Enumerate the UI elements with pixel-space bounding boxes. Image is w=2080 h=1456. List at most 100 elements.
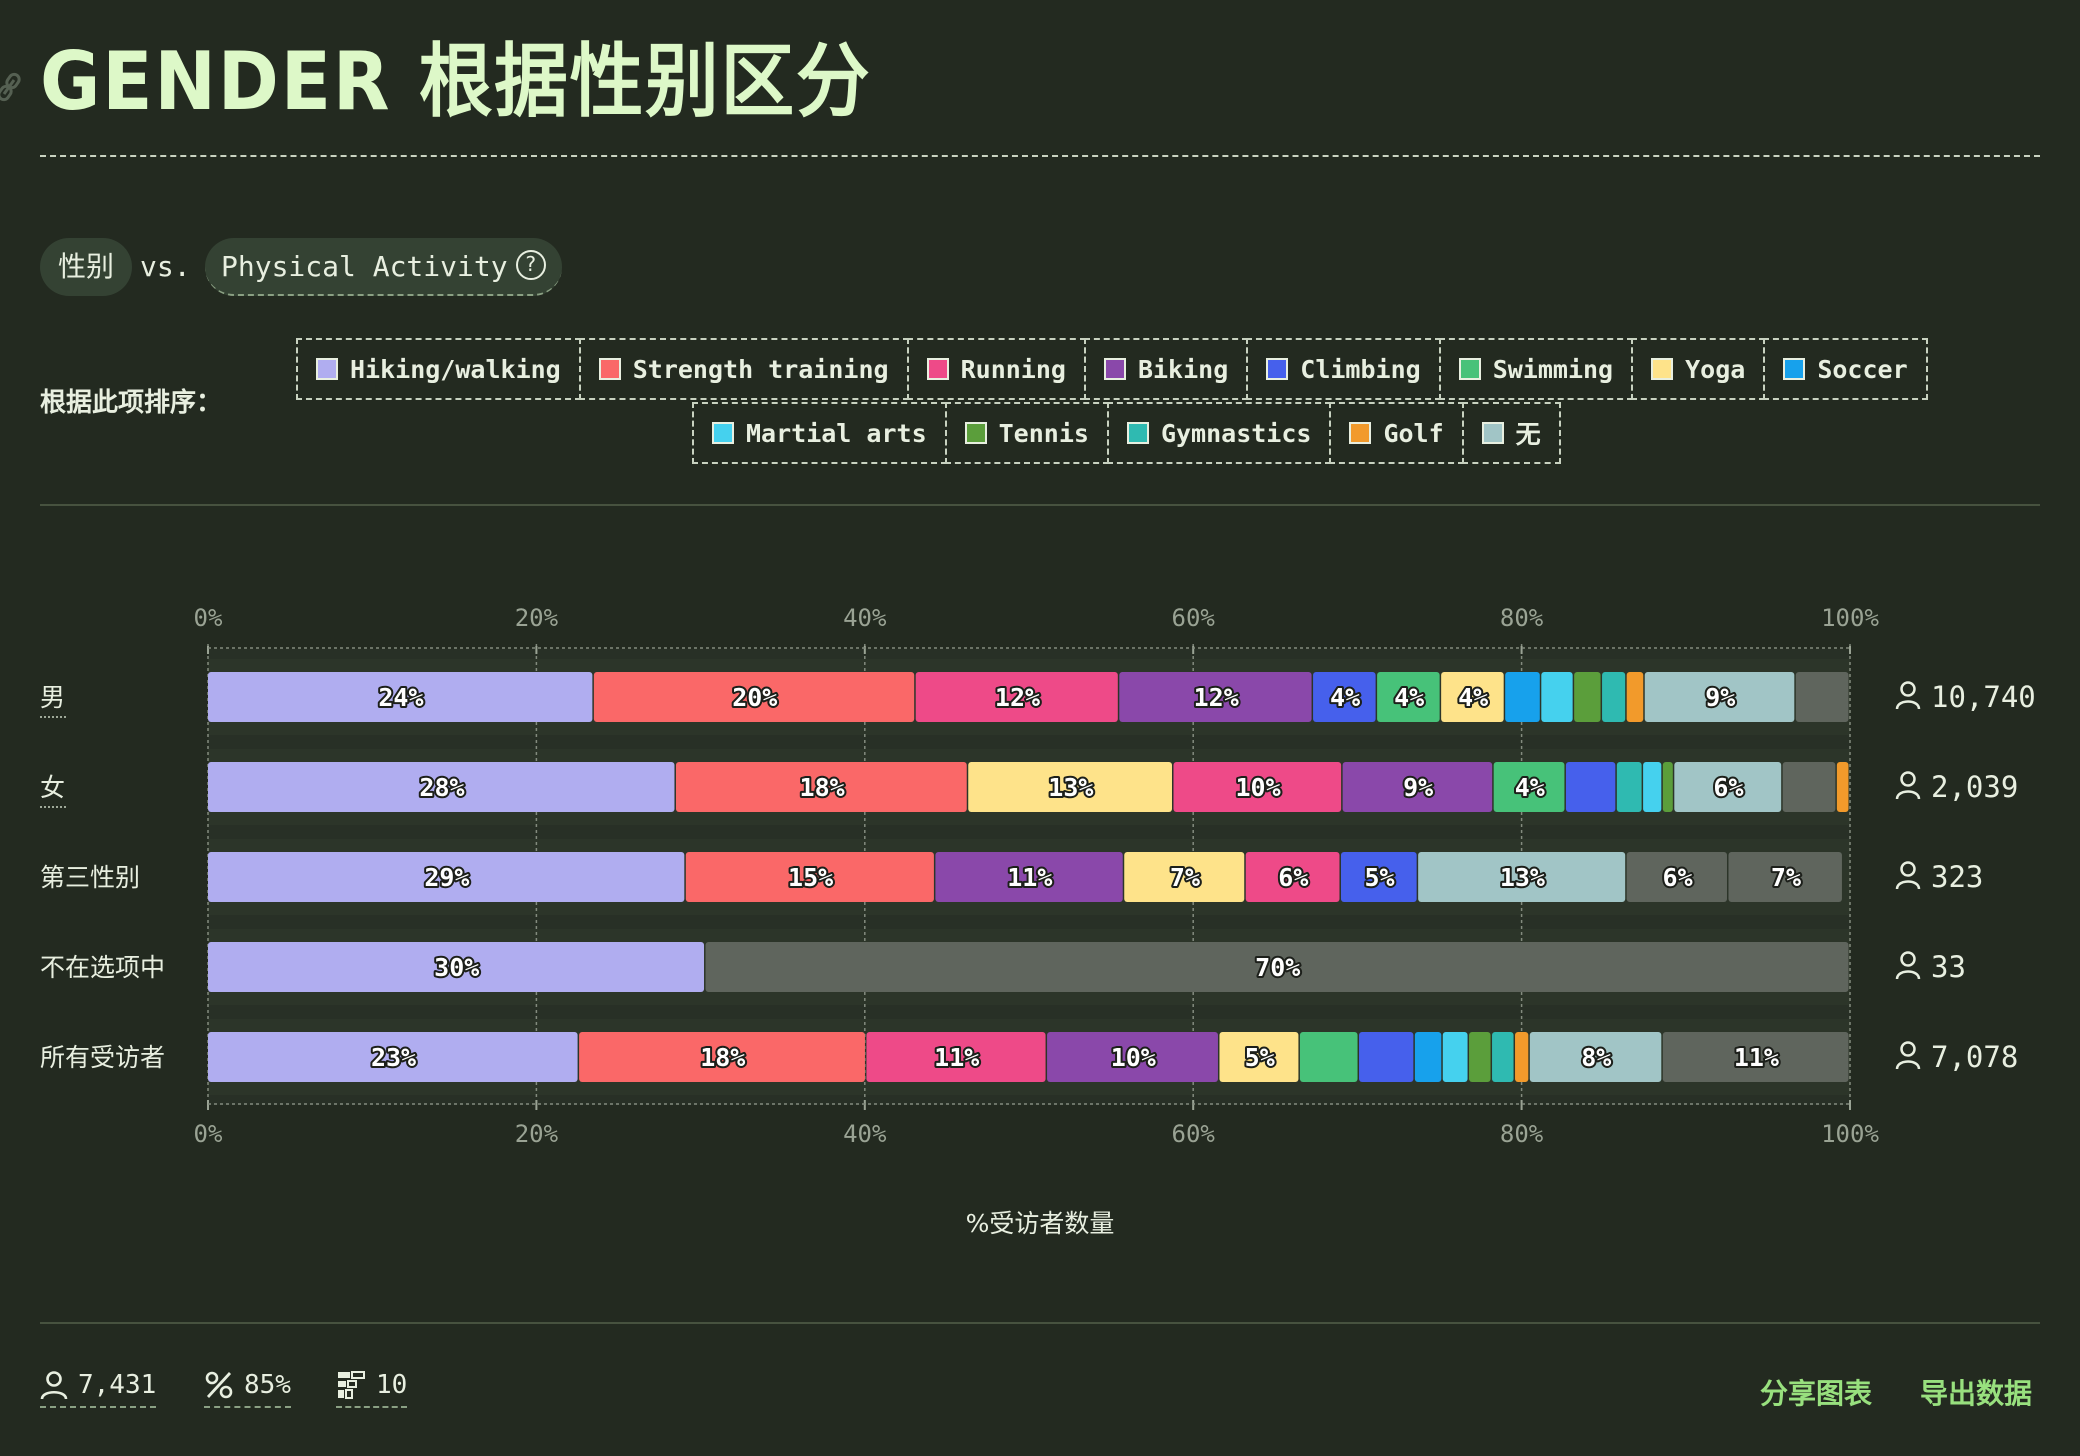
bar-segment: [1219, 1032, 1299, 1082]
data-label: 4%: [1394, 683, 1424, 712]
tick-label: 100%: [1821, 1120, 1879, 1148]
data-label: 11%: [934, 1043, 979, 1072]
person-icon: [1895, 771, 1921, 800]
bar-segment: [1626, 672, 1644, 722]
legend-item[interactable]: Martial arts: [692, 402, 947, 464]
bar-segment: [1340, 852, 1417, 902]
bar-segment: [208, 672, 593, 722]
tick-label: 0%: [194, 1120, 223, 1148]
legend-label: Gymnastics: [1160, 418, 1312, 448]
bar-segment: [935, 852, 1123, 902]
bar-segment: [208, 1032, 578, 1082]
tick-label: 80%: [1500, 604, 1544, 632]
legend-item[interactable]: Yoga: [1631, 338, 1766, 400]
person-icon: [1895, 861, 1921, 890]
data-label: 10%: [1235, 773, 1280, 802]
bar-segment: [1418, 852, 1626, 902]
legend-label: Strength training: [632, 354, 889, 384]
percent-stat[interactable]: 85%: [204, 1370, 291, 1408]
data-label: 13%: [1500, 863, 1545, 892]
bar-segment: [1782, 762, 1836, 812]
data-label: 70%: [1255, 953, 1300, 982]
bar-segment: [1124, 852, 1245, 902]
export-data-link[interactable]: 导出数据: [1920, 1377, 2033, 1410]
bar-segment: [579, 1032, 865, 1082]
data-label: 12%: [995, 683, 1040, 712]
bar-segment: [208, 762, 675, 812]
bar-segment: [1505, 672, 1540, 722]
legend-item[interactable]: Hiking/walking: [296, 338, 581, 400]
legend-item[interactable]: Gymnastics: [1106, 402, 1332, 464]
bar-segment: [1442, 1032, 1468, 1082]
legend-item[interactable]: Tennis: [944, 402, 1109, 464]
data-label: 8%: [1581, 1043, 1611, 1072]
page-title: GENDER 根据性别区分: [40, 35, 872, 128]
legend-item[interactable]: 无: [1461, 402, 1561, 464]
legend-item[interactable]: Biking: [1083, 338, 1249, 400]
respondents-stat[interactable]: 7,431: [40, 1370, 157, 1408]
legend-swatch: [1481, 422, 1504, 444]
legend-swatch: [964, 422, 987, 444]
share-chart-link[interactable]: 分享图表: [1760, 1377, 1873, 1410]
bar-segment: [1299, 1032, 1358, 1082]
bar-segment: [1342, 762, 1493, 812]
legend-swatch: [1783, 358, 1806, 380]
bar-segment: [1616, 762, 1642, 812]
bar-segment: [1662, 762, 1673, 812]
legend-item[interactable]: Strength training: [578, 338, 909, 400]
bar-segment: [1795, 672, 1849, 722]
legend-item[interactable]: Running: [906, 338, 1086, 400]
bar-segment: [1047, 1032, 1218, 1082]
data-label: 4%: [1458, 683, 1488, 712]
legend-swatch: [1349, 422, 1372, 444]
data-label: 9%: [1403, 773, 1433, 802]
person-icon: [1895, 681, 1921, 710]
legend-label: Yoga: [1685, 354, 1746, 384]
data-label: 7%: [1771, 863, 1801, 892]
bar-segment: [593, 672, 915, 722]
bar-segment: [968, 762, 1172, 812]
help-icon[interactable]: ?: [515, 250, 546, 280]
bar-segment: [685, 852, 934, 902]
bar-segment: [1414, 1032, 1442, 1082]
legend-swatch: [598, 358, 621, 380]
variable-2-pill[interactable]: Physical Activity?: [205, 238, 562, 296]
data-label: 11%: [1734, 1043, 1779, 1072]
variable-2-label: Physical Activity: [221, 250, 508, 283]
legend-item[interactable]: Swimming: [1438, 338, 1634, 400]
data-label: 23%: [371, 1043, 416, 1072]
legend-swatch: [1458, 358, 1481, 380]
category-label: 女: [40, 773, 65, 802]
title-divider: [40, 155, 2040, 157]
bar-segment: [1836, 762, 1849, 812]
legend-item[interactable]: Climbing: [1246, 338, 1441, 400]
legend-label: Biking: [1137, 354, 1229, 384]
data-label: 5%: [1245, 1043, 1275, 1072]
footer-divider: [40, 1322, 2040, 1324]
bar-segment: [1377, 672, 1440, 722]
legend-swatch: [1103, 358, 1126, 380]
bar-segment: [1173, 762, 1342, 812]
variable-1-pill[interactable]: 性别: [40, 238, 133, 296]
bar-segment: [1119, 672, 1312, 722]
respondents-value: 7,431: [78, 1370, 157, 1400]
data-label: 24%: [378, 683, 423, 712]
percent-icon: [205, 1371, 233, 1399]
link-icon[interactable]: [0, 72, 22, 102]
legend-item[interactable]: Soccer: [1763, 338, 1928, 400]
bar-segment: [1602, 672, 1626, 722]
tick-label: 20%: [515, 604, 559, 632]
data-label: 28%: [419, 773, 464, 802]
tick-label: 60%: [1172, 604, 1216, 632]
bar-segment: [208, 942, 705, 992]
data-label: 11%: [1007, 863, 1052, 892]
legend-item[interactable]: Golf: [1329, 402, 1464, 464]
respondent-count: 10,740: [1931, 680, 2036, 714]
data-label: 4%: [1515, 773, 1545, 802]
legend-label: Swimming: [1492, 354, 1614, 384]
category-label: 男: [40, 683, 65, 712]
legend-swatch: [1126, 422, 1149, 444]
data-label: 9%: [1705, 683, 1735, 712]
bar-segment: [705, 942, 1849, 992]
options-stat[interactable]: 10: [336, 1370, 408, 1408]
